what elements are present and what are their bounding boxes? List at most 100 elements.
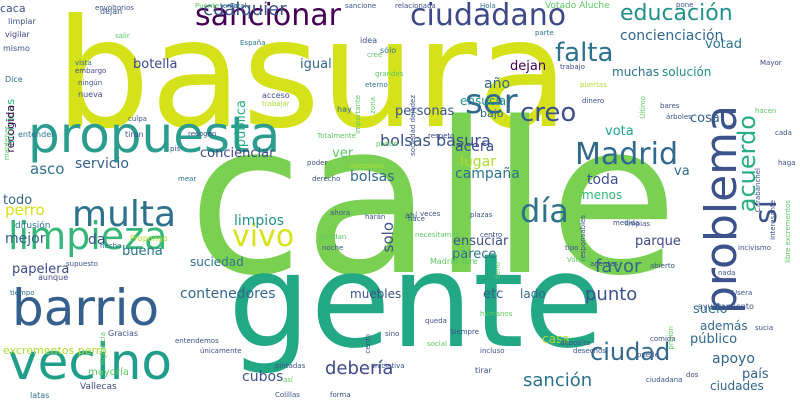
word-ensuciar: ensuciar [453,234,509,249]
word-colillas: Colillas [275,391,300,399]
word-gente: gente [228,225,604,377]
word-papelera: papelera [12,262,70,277]
word-trabajo: trabajo [560,63,585,71]
word-propuesta: propuesta [28,106,281,164]
word-cosa: cosa [690,111,720,126]
word-botella: botella [133,57,178,72]
word-va: va [674,164,690,179]
word-ciudades: ciudades [710,379,764,393]
word-madrid: Madrid [575,137,679,172]
word-limpieza: limpieza [8,214,168,258]
word-grandes: grandes [375,70,404,78]
word-dice: Dice [5,75,23,84]
word-cualquier: cualquier [203,0,287,20]
word-barrio: barrio [12,279,160,337]
word-dos: dos [686,371,699,379]
word-agentes: agentes [590,260,619,268]
word-siempre: Siempre [450,328,479,336]
word-sancion: sanción [523,370,593,391]
word-mantener: mantener [3,126,11,161]
word-dejan: dejan [100,7,123,16]
word-sociedad-dejadez: sociedad dejadez [409,95,417,156]
word-cree: cree [367,51,383,59]
word-bolsas: bolsas [350,169,395,185]
word-acera: acera [455,139,495,155]
word-solo: solo [379,222,397,253]
word-nada: nada [718,269,736,277]
word-zona: zona [369,97,377,114]
word-contenedores: contenedores [180,286,276,302]
word-perro: perro [5,201,45,219]
word-mear: mear [178,175,197,183]
word-derecho: derecho [312,175,341,183]
word-lugar: lugar [460,154,496,170]
word-parque: parque [635,234,681,249]
word-limpiar: limpiar [8,17,36,26]
word-unicamente: únicamente [200,347,242,355]
word-puertas: puertas [580,81,607,89]
word-ciudadano: ciudadano [410,0,567,33]
word-veces: veces [420,210,441,218]
word-buena: buena [122,244,163,259]
word-pis: pis [170,145,181,153]
word-gracias: Gracias [108,329,139,338]
word-bares: bares [660,102,680,110]
word-parece: parece [452,247,497,262]
word-hola: Hola [480,2,496,10]
word-votad: votad [705,37,742,52]
word-abierto: abierto [650,262,675,270]
word-libre-excrementos: libre excrementos [784,200,792,263]
word-tirar: tirar [475,366,492,375]
word-respeto: respeto [428,132,455,140]
word-mayor: Mayor [760,59,782,67]
word-publico: público [690,332,738,347]
word-solucion: solución [662,65,712,79]
word-supuesto: supuesto [66,260,98,268]
word-espana: España [240,39,266,47]
word-culpa: culpa [128,115,147,123]
word-multa: multa [72,194,177,235]
word-noche: noche [322,244,344,252]
word-forma: forma [330,391,351,399]
word-ano: año [484,76,511,92]
word-propongo: Propongo [130,234,168,243]
word-basura: basura [55,0,569,162]
word-ciudadana: ciudadana [646,376,683,384]
word-cada: cada [775,129,792,137]
word-falta: falta [555,38,614,68]
word-suciedad: suciedad [190,255,244,269]
word-ensucia: ensucia [460,94,507,108]
word-madrid-libre: Madrid libre [430,257,478,266]
word-muchas: muchas [612,65,660,79]
word-lleno: lleno [494,262,502,279]
word-interesante: interesante [769,200,777,240]
word-embargo: embargo [75,67,107,75]
word-sancione: sancione [345,2,377,10]
word-importante: importante [354,95,362,134]
word-favor: favor [595,256,642,277]
word-parte: parte [535,29,554,37]
word-vota: vota [605,124,634,139]
word-salir: salir [115,32,130,40]
word-totalmente: Totalmente [317,132,356,140]
word-ciudad: ciudad [590,338,671,366]
word-idea: idea [360,36,378,45]
word-vigilancia: vigilancia [99,332,107,366]
word-muebles: muebles [350,287,402,301]
word-relacionada: relacionada [395,2,436,10]
word-comida: comida [650,335,676,343]
word-campana: campaña [455,166,520,182]
word-haran: harán [365,213,386,221]
word-ahi: ahí [405,211,418,220]
word-da: da [88,232,106,248]
word-usera: Usera [732,289,753,297]
word-envoltorios: envoltorios [95,4,134,12]
word-vista: vista [75,59,92,67]
word-acceso: acceso [262,91,290,100]
word-casa: casa [542,332,570,346]
word-pone: pone [676,1,694,9]
word-prision: prisión [667,326,675,350]
word-poder: poder [307,159,328,167]
word-dejan: dejan [510,59,547,74]
